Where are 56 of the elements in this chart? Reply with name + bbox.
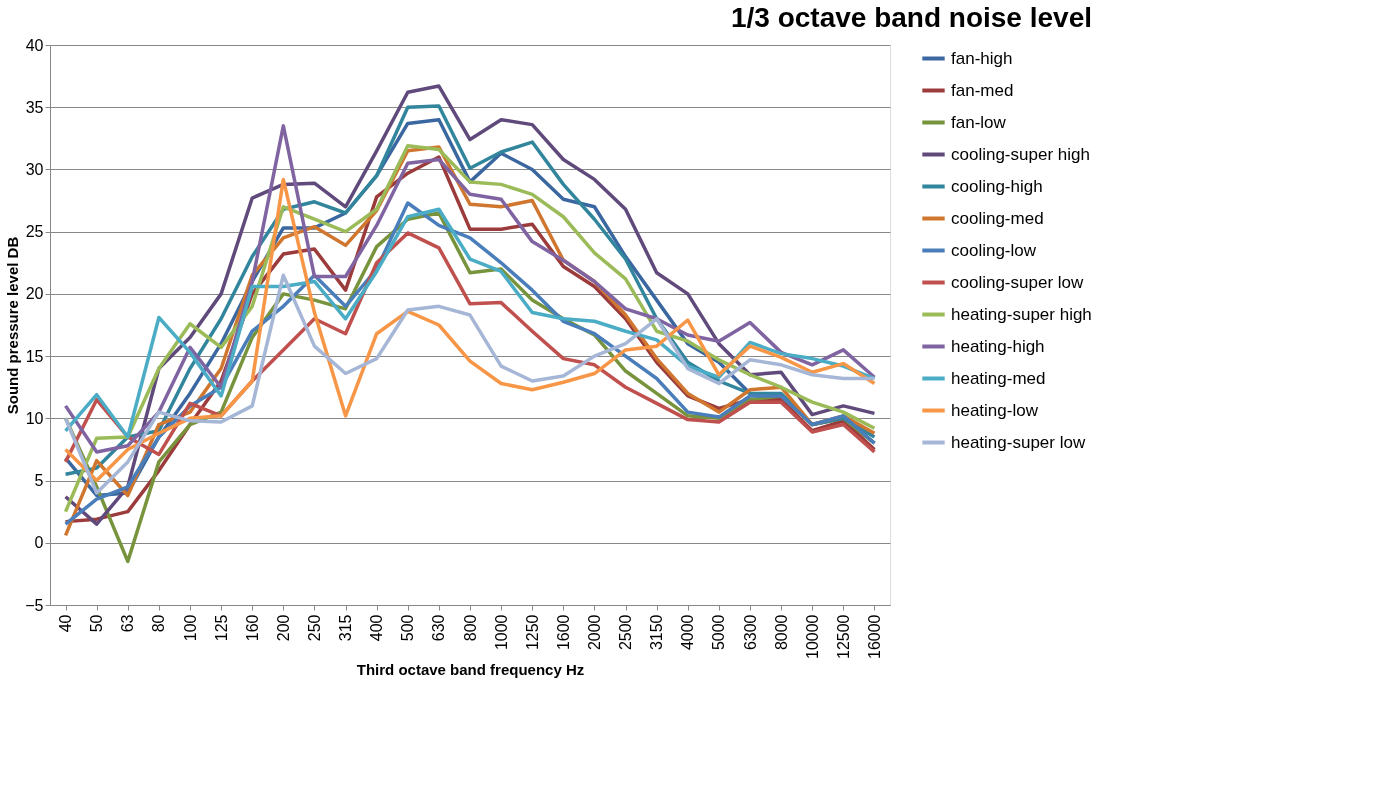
- x-tick-label: 200: [274, 614, 292, 642]
- x-tick-label: 63: [119, 614, 137, 633]
- x-tick-label: 1000: [492, 614, 510, 651]
- x-tick-label: 5000: [710, 614, 728, 651]
- y-tick-label: 15: [25, 347, 44, 365]
- x-tick-label: 630: [430, 614, 448, 642]
- x-tick-label: 1250: [523, 614, 541, 651]
- x-tick-label: 16000: [865, 614, 883, 659]
- legend-label: cooling-super low: [951, 272, 1085, 292]
- legend-label: cooling-med: [951, 208, 1044, 228]
- legend-label: cooling-super high: [951, 144, 1090, 164]
- line-series: [63, 177, 877, 483]
- x-tick-label: 1600: [554, 614, 572, 651]
- y-tick-label: −5: [25, 596, 44, 614]
- x-tick-label: 400: [368, 614, 386, 642]
- y-axis-title: Sound pressure level DB: [4, 236, 22, 415]
- x-tick-label: 40: [57, 614, 75, 633]
- x-tick-label: 315: [337, 614, 355, 642]
- x-tick-label: 12500: [834, 614, 852, 659]
- y-tick-label: 20: [25, 285, 44, 303]
- line-series: [63, 273, 877, 495]
- legend-label: fan-high: [951, 48, 1013, 68]
- y-tick-label: 5: [34, 472, 44, 490]
- y-tick-label: 35: [25, 98, 44, 116]
- x-tick-label: 8000: [772, 614, 790, 651]
- x-tick-label: 2000: [585, 614, 603, 651]
- legend-label: heating-low: [951, 400, 1039, 420]
- legend-label: heating-med: [951, 368, 1046, 388]
- x-tick-label: 125: [212, 614, 230, 642]
- x-tick-label: 100: [181, 614, 199, 642]
- legend-label: heating-super high: [951, 304, 1092, 324]
- legend-label: fan-med: [951, 80, 1014, 100]
- x-tick-label: 500: [399, 614, 417, 642]
- legend-label: fan-low: [951, 112, 1007, 132]
- x-tick-label: 160: [243, 614, 261, 642]
- y-tick-label: 0: [34, 534, 44, 552]
- chart-title: 1/3 octave band noise level: [730, 2, 1092, 33]
- x-tick-label: 80: [150, 614, 168, 633]
- y-tick-label: 10: [25, 409, 44, 427]
- y-tick-label: 30: [25, 160, 44, 178]
- x-tick-label: 800: [461, 614, 479, 642]
- x-axis-title: Third octave band frequency Hz: [356, 660, 585, 678]
- x-tick-label: 6300: [741, 614, 759, 651]
- x-tick-label: 50: [88, 614, 106, 633]
- x-tick-label: 2500: [617, 614, 635, 651]
- y-tick-label: 40: [25, 36, 44, 54]
- legend-label: cooling-low: [951, 240, 1037, 260]
- y-tick-label: 25: [25, 223, 44, 241]
- x-tick-label: 3150: [648, 614, 666, 651]
- legend-label: heating-super low: [951, 432, 1086, 452]
- line-series: [63, 207, 877, 439]
- x-tick-label: 250: [305, 614, 323, 642]
- legend-label: heating-high: [951, 336, 1045, 356]
- x-tick-label: 4000: [679, 614, 697, 651]
- x-tick-label: 10000: [803, 614, 821, 659]
- legend-label: cooling-high: [951, 176, 1043, 196]
